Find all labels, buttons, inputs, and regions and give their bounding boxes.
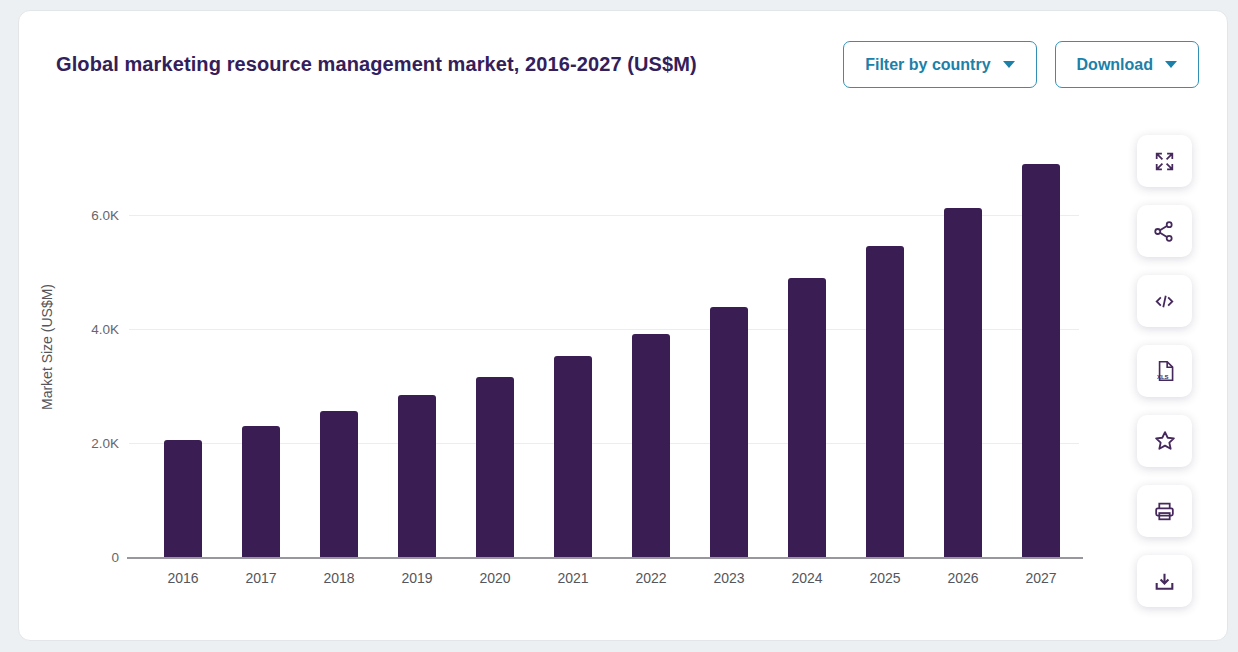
- star-icon: [1152, 428, 1178, 454]
- x-tick-label: 2019: [378, 570, 456, 586]
- embed-code-button[interactable]: [1137, 275, 1192, 327]
- x-tick-label: 2025: [846, 570, 924, 586]
- x-tick-label: 2023: [690, 570, 768, 586]
- x-tick-label: 2022: [612, 570, 690, 586]
- bar-2017[interactable]: [242, 426, 280, 557]
- download-icon: [1152, 569, 1177, 594]
- x-tick-label: 2018: [300, 570, 378, 586]
- bar-2023[interactable]: [710, 307, 748, 557]
- x-tick-label: 2021: [534, 570, 612, 586]
- bar-2020[interactable]: [476, 377, 514, 557]
- svg-text:XLS: XLS: [1156, 374, 1168, 380]
- plot-area: 2016201720182019202020212022202320242025…: [129, 131, 1079, 558]
- bar-2025[interactable]: [866, 246, 904, 557]
- export-xls-icon: XLS: [1152, 358, 1178, 384]
- x-tick-label: 2027: [1002, 570, 1080, 586]
- chart-card: Global marketing resource management mar…: [18, 10, 1228, 641]
- share-icon: [1152, 219, 1177, 244]
- y-tick-label: 0: [47, 548, 119, 568]
- bar-chart: Market Size (US$M) 201620172018201920202…: [19, 11, 1227, 640]
- fullscreen-icon: [1152, 149, 1177, 174]
- y-tick-label: 2.0K: [47, 434, 119, 454]
- bar-2027[interactable]: [1022, 164, 1060, 557]
- download-file-button[interactable]: [1137, 555, 1192, 607]
- gridline: [129, 215, 1079, 216]
- y-tick-label: 4.0K: [47, 320, 119, 340]
- print-icon: [1152, 499, 1177, 524]
- y-tick-label: 6.0K: [47, 206, 119, 226]
- bar-2019[interactable]: [398, 395, 436, 557]
- x-tick-label: 2020: [456, 570, 534, 586]
- bar-2018[interactable]: [320, 411, 358, 557]
- favorite-button[interactable]: [1137, 415, 1192, 467]
- print-button[interactable]: [1137, 485, 1192, 537]
- bar-2024[interactable]: [788, 278, 826, 557]
- x-tick-label: 2026: [924, 570, 1002, 586]
- x-tick-label: 2024: [768, 570, 846, 586]
- bar-2016[interactable]: [164, 440, 202, 557]
- x-tick-label: 2017: [222, 570, 300, 586]
- gridline: [129, 329, 1079, 330]
- fullscreen-button[interactable]: [1137, 135, 1192, 187]
- export-xls-button[interactable]: XLS: [1137, 345, 1192, 397]
- x-axis-line: [127, 557, 1083, 559]
- x-tick-label: 2016: [144, 570, 222, 586]
- embed-code-icon: [1152, 289, 1177, 314]
- bar-2021[interactable]: [554, 356, 592, 557]
- bar-2026[interactable]: [944, 208, 982, 557]
- share-button[interactable]: [1137, 205, 1192, 257]
- bar-2022[interactable]: [632, 334, 670, 557]
